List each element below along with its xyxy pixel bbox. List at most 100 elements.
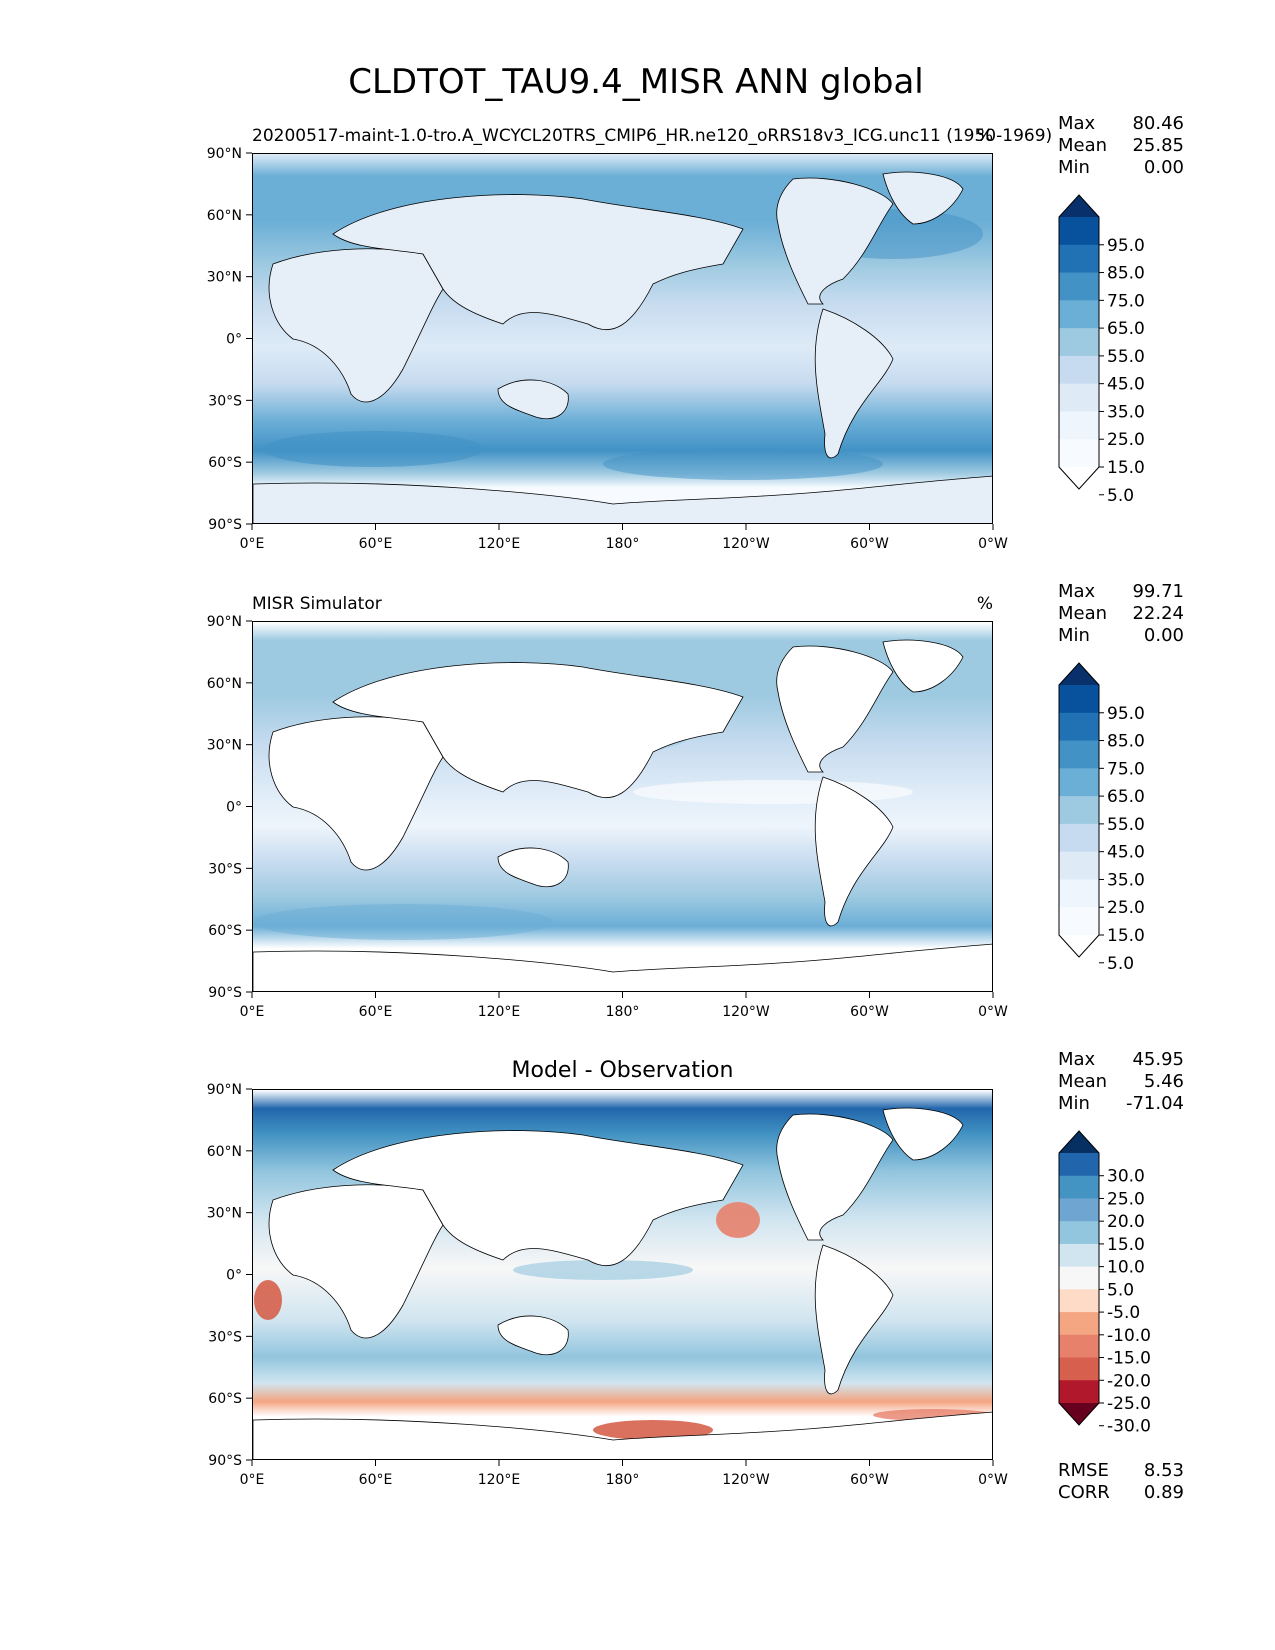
- lon-tick-label: 0°W: [978, 536, 1008, 552]
- field-blob: [603, 448, 883, 480]
- lon-tick-label: 120°W: [722, 1472, 770, 1488]
- lat-tick-label: 30°N: [207, 1206, 242, 1222]
- stat-label: Mean: [1058, 135, 1107, 156]
- field-blob: [633, 780, 913, 804]
- stat-value: 5.46: [1144, 1071, 1184, 1092]
- colorbar-extension-max: [1059, 195, 1099, 217]
- lon-tick-label: 120°E: [478, 1472, 521, 1488]
- colorbar-label: 45.0: [1107, 843, 1145, 863]
- lon-tick-label: 60°E: [359, 1472, 393, 1488]
- colorbar-segment: [1059, 1198, 1099, 1222]
- field-blob: [513, 1260, 693, 1280]
- colorbar-segment: [1059, 712, 1099, 742]
- stat-label: Max: [1058, 1049, 1096, 1070]
- colorbar-extension-min: [1059, 1403, 1099, 1425]
- colorbar-segment: [1059, 1153, 1099, 1177]
- stat-value: 0.00: [1144, 157, 1184, 178]
- colorbar-segment: [1059, 1221, 1099, 1245]
- lat-tick-label: 30°N: [207, 738, 242, 754]
- lat-tick-label: 60°S: [208, 455, 242, 471]
- lon-tick-label: 60°E: [359, 1004, 393, 1020]
- field-blob: [263, 431, 483, 467]
- colorbar-label: 5.0: [1107, 954, 1134, 974]
- lon-tick-label: 120°E: [478, 536, 521, 552]
- field-blob: [254, 1280, 282, 1320]
- stat-label: Min: [1058, 1093, 1090, 1114]
- colorbar-segment: [1059, 1175, 1099, 1199]
- colorbar-label: 20.0: [1107, 1212, 1145, 1232]
- model-map: [252, 153, 993, 524]
- colorbar-label: -10.0: [1107, 1326, 1151, 1346]
- stat-label: Min: [1058, 625, 1090, 646]
- lon-tick-label: 120°W: [722, 1004, 770, 1020]
- lat-tick-label: 30°S: [208, 861, 242, 877]
- colorbar-segment: [1059, 272, 1099, 301]
- colorbar-label: 15.0: [1107, 926, 1145, 946]
- colorbar-segment: [1059, 768, 1099, 797]
- lon-tick-label: 60°W: [850, 536, 889, 552]
- colorbar-label: -5.0: [1107, 1303, 1140, 1323]
- panel-left-title: 20200517-maint-1.0-tro.A_WCYCL20TRS_CMIP…: [252, 126, 1052, 146]
- colorbar-segment: [1059, 217, 1099, 246]
- colorbar-label: 75.0: [1107, 291, 1145, 311]
- lat-tick-label: 30°S: [208, 1329, 242, 1345]
- colorbar-label: -25.0: [1107, 1394, 1151, 1414]
- lon-tick-label: 120°E: [478, 1004, 521, 1020]
- panel-center-title: Model - Observation: [512, 1058, 734, 1083]
- lon-tick-label: 0°E: [240, 1004, 265, 1020]
- field-blob: [716, 1202, 760, 1238]
- lat-tick-label: 30°S: [208, 393, 242, 409]
- colorbar-label: 55.0: [1107, 815, 1145, 835]
- colorbar-label: 35.0: [1107, 870, 1145, 890]
- colorbar-label: 25.0: [1107, 1189, 1145, 1209]
- colorbar-label: 95.0: [1107, 704, 1145, 724]
- field-blob: [253, 904, 553, 940]
- lon-tick-label: 0°E: [240, 536, 265, 552]
- extra-stat-value: 8.53: [1144, 1460, 1184, 1481]
- stat-label: Mean: [1058, 603, 1107, 624]
- lat-tick-label: 90°N: [207, 614, 242, 630]
- diff-map: [252, 1089, 993, 1460]
- lat-tick-label: 60°N: [207, 208, 242, 224]
- colorbar-segment: [1059, 1357, 1099, 1381]
- stat-value: 80.46: [1132, 113, 1184, 134]
- colorbar-label: 5.0: [1107, 486, 1134, 506]
- colorbar-segment: [1059, 907, 1099, 936]
- stat-value: 99.71: [1132, 581, 1184, 602]
- lat-tick-label: 0°: [226, 1268, 242, 1284]
- lat-tick-label: 0°: [226, 332, 242, 348]
- stat-value: 0.00: [1144, 625, 1184, 646]
- colorbar-label: 25.0: [1107, 430, 1145, 450]
- lat-tick-label: 90°S: [208, 517, 242, 533]
- colorbar-label: 35.0: [1107, 402, 1145, 422]
- colorbar-segment: [1059, 685, 1099, 714]
- colorbar-segment: [1059, 740, 1099, 769]
- colorbar-label: 25.0: [1107, 898, 1145, 918]
- colorbar-segment: [1059, 1243, 1099, 1268]
- lon-tick-label: 0°E: [240, 1472, 265, 1488]
- continents: [253, 639, 992, 991]
- lat-tick-label: 90°N: [207, 1082, 242, 1098]
- axes-overlay: 90°N 60°N 30°N 0° 30°S 60°S 90°S 0°E 60°E 120°E 18…: [207, 113, 1184, 1503]
- colorbar-extension-max: [1059, 663, 1099, 685]
- lon-tick-label: 60°W: [850, 1004, 889, 1020]
- colorbar-segment: [1059, 1334, 1099, 1359]
- colorbar-extension-max: [1059, 1131, 1099, 1153]
- colorbar-label: 15.0: [1107, 458, 1145, 478]
- colorbar-segment: [1059, 823, 1099, 853]
- colorbar-label: 30.0: [1107, 1167, 1145, 1187]
- stat-label: Mean: [1058, 1071, 1107, 1092]
- stat-label: Max: [1058, 581, 1096, 602]
- continents: [253, 1107, 992, 1459]
- colorbar-segment: [1059, 411, 1099, 440]
- lat-tick-label: 60°S: [208, 923, 242, 939]
- stat-value: -71.04: [1126, 1093, 1184, 1114]
- lon-tick-label: 180°: [606, 536, 640, 552]
- colorbar-label: 5.0: [1107, 1280, 1134, 1300]
- colorbar-label: 15.0: [1107, 1235, 1145, 1255]
- panel-units: %: [977, 126, 993, 146]
- lon-tick-label: 180°: [606, 1472, 640, 1488]
- colorbar-label: 85.0: [1107, 264, 1145, 284]
- continents: [253, 171, 992, 523]
